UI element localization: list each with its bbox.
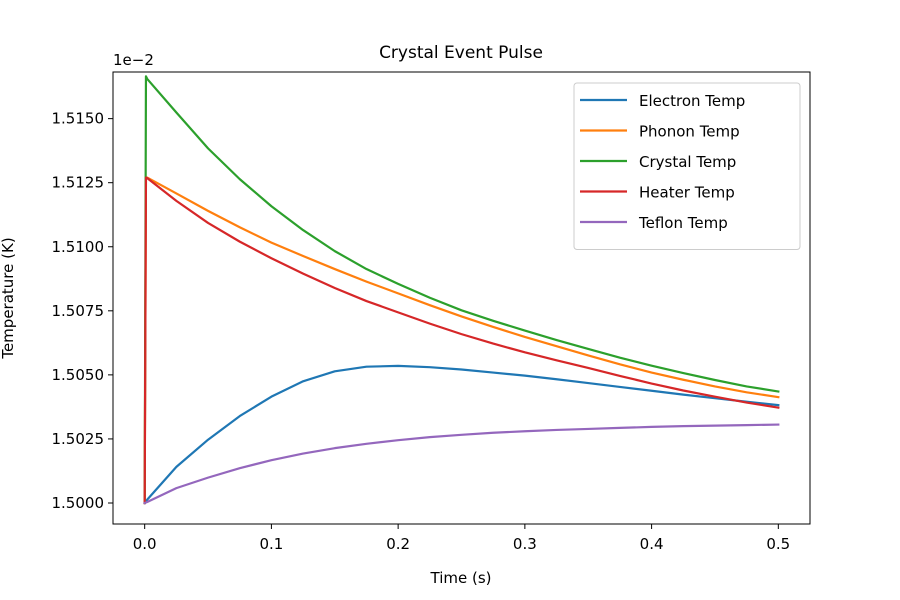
y-axis-ticks: 1.5000 1.5025 1.5050 1.5075 1.5100 1.5125 1.51… <box>52 110 113 512</box>
x-tick-label: 0.3 <box>513 535 537 553</box>
y-tick-label: 1.5150 <box>52 110 105 128</box>
legend-label-1: Phonon Temp <box>639 123 740 141</box>
x-tick-label: 0.5 <box>766 535 790 553</box>
series-line-4 <box>143 423 780 505</box>
x-axis-ticks: 0.0 0.1 0.2 0.3 0.4 0.5 <box>133 524 790 553</box>
x-tick-label: 0.0 <box>133 535 157 553</box>
series-line-0 <box>143 364 780 505</box>
y-tick-label: 1.5075 <box>52 302 105 320</box>
legend-label-2: Crystal Temp <box>639 153 736 171</box>
y-axis-label: Temperature (K) <box>0 237 17 359</box>
x-tick-label: 0.2 <box>386 535 410 553</box>
series-line-3 <box>143 176 780 505</box>
x-tick-label: 0.4 <box>640 535 664 553</box>
plot-frame <box>112 71 811 525</box>
y-tick-label: 1.5050 <box>52 366 105 384</box>
y-tick-label: 1.5025 <box>52 430 105 448</box>
series-layer <box>143 75 780 505</box>
y-axis-offset-text: 1e−2 <box>113 51 154 69</box>
series-line-2 <box>143 75 780 505</box>
chart-title: Crystal Event Pulse <box>379 43 543 63</box>
legend-label-0: Electron Temp <box>639 92 745 110</box>
legend: Electron Temp Phonon Temp Crystal Temp Heat… <box>573 82 801 250</box>
legend-box <box>573 82 801 250</box>
x-axis-label: Time (s) <box>430 569 492 587</box>
legend-label-4: Teflon Temp <box>638 214 728 232</box>
y-tick-label: 1.5100 <box>52 238 105 256</box>
series-line-1 <box>143 176 780 505</box>
x-tick-label: 0.1 <box>259 535 283 553</box>
y-tick-label: 1.5000 <box>52 494 105 512</box>
y-tick-label: 1.5125 <box>52 174 105 192</box>
legend-label-3: Heater Temp <box>639 184 735 202</box>
